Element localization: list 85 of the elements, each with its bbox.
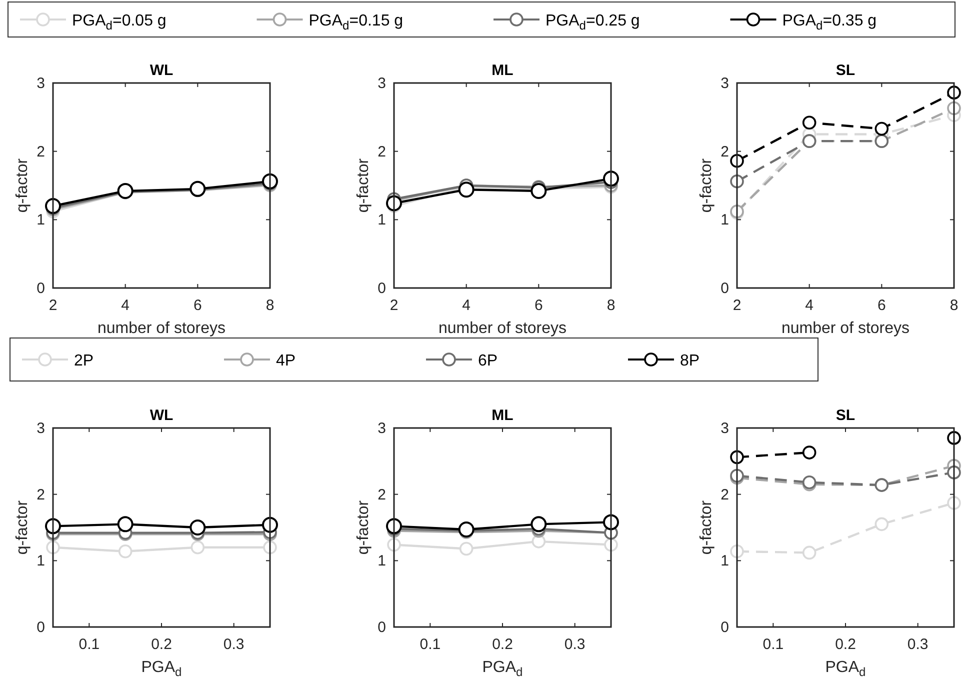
x-tick-label: 8 bbox=[266, 297, 274, 314]
legend-label: PGA$_{d}$=0.15 g bbox=[308, 12, 404, 32]
x-axis-title: PGA$_{d}$ bbox=[482, 659, 523, 679]
x-tick-label: 4 bbox=[462, 297, 471, 314]
y-tick-label: 2 bbox=[36, 143, 45, 160]
x-tick-label: 0.2 bbox=[151, 636, 172, 653]
y-axis-title: q-factor bbox=[698, 500, 715, 555]
y-tick-label: 1 bbox=[720, 552, 729, 570]
y-tick-label: 2 bbox=[720, 143, 729, 160]
chart-title: ML bbox=[492, 62, 514, 79]
x-tick-label: 8 bbox=[606, 297, 616, 314]
x-tick-label: 0.1 bbox=[78, 636, 100, 653]
x-tick-label: 8 bbox=[950, 297, 958, 314]
x-tick-label: 6 bbox=[193, 297, 202, 314]
x-tick-label: 2 bbox=[732, 297, 742, 314]
x-axis-title: number of storeys bbox=[438, 320, 567, 337]
y-tick-label: 0 bbox=[378, 280, 386, 297]
y-tick-label: 2 bbox=[36, 486, 45, 504]
legend-label: 8P bbox=[680, 352, 700, 370]
x-tick-label: 6 bbox=[877, 297, 886, 314]
y-tick-label: 0 bbox=[36, 280, 45, 297]
y-tick-label: 3 bbox=[378, 75, 386, 92]
x-tick-label: 0.3 bbox=[223, 636, 244, 653]
legend-label: PGA$_{d}$=0.35 g bbox=[782, 12, 877, 32]
x-tick-label: 4 bbox=[805, 297, 814, 314]
x-tick-label: 2 bbox=[390, 297, 398, 314]
point bbox=[118, 544, 132, 558]
y-tick-label: 2 bbox=[378, 143, 386, 160]
chart-title: ML bbox=[492, 407, 514, 424]
y-tick-label: 3 bbox=[720, 75, 729, 92]
point bbox=[802, 546, 816, 560]
y-tick-label: 0 bbox=[36, 619, 45, 636]
x-axis-title: PGA$_{d}$ bbox=[141, 659, 182, 679]
y-tick-label: 1 bbox=[36, 212, 45, 229]
legend-label: PGA$_{d}$=0.05 g bbox=[72, 12, 166, 32]
y-axis-title: q-factor bbox=[14, 158, 31, 213]
point bbox=[802, 116, 816, 130]
y-tick-label: 2 bbox=[378, 486, 386, 504]
x-tick-label: 6 bbox=[534, 297, 543, 314]
point bbox=[459, 542, 474, 556]
point bbox=[530, 516, 547, 532]
point bbox=[530, 182, 547, 199]
point bbox=[190, 540, 205, 554]
y-axis-title: q-factor bbox=[14, 500, 31, 555]
x-axis-title: number of storeys bbox=[781, 320, 910, 337]
point bbox=[117, 516, 134, 532]
y-axis-title: q-factor bbox=[698, 158, 715, 213]
legend-label: 2P bbox=[74, 352, 94, 370]
y-tick-label: 0 bbox=[720, 280, 729, 297]
x-tick-label: 0.2 bbox=[835, 636, 856, 653]
x-tick-label: 4 bbox=[121, 297, 130, 314]
y-tick-label: 1 bbox=[378, 212, 386, 229]
x-tick-label: 0.2 bbox=[492, 636, 513, 653]
x-tick-label: 0.3 bbox=[907, 636, 928, 653]
point bbox=[874, 517, 889, 532]
chart-title: SL bbox=[836, 62, 856, 79]
x-tick-label: 0.3 bbox=[564, 636, 586, 653]
point bbox=[802, 446, 816, 460]
y-tick-label: 2 bbox=[720, 486, 729, 504]
chart-title: WL bbox=[150, 62, 174, 79]
point bbox=[874, 122, 889, 136]
chart-title: SL bbox=[836, 407, 856, 424]
legend-label: 6P bbox=[478, 352, 498, 370]
y-axis-title: q-factor bbox=[355, 500, 372, 555]
x-tick-label: 0.1 bbox=[762, 636, 784, 653]
chart-title: WL bbox=[150, 407, 174, 424]
x-axis-title: number of storeys bbox=[97, 320, 226, 337]
y-tick-label: 3 bbox=[36, 420, 45, 437]
x-axis-title: PGA$_{d}$ bbox=[825, 659, 866, 679]
y-tick-label: 3 bbox=[378, 420, 386, 437]
point bbox=[458, 521, 474, 538]
y-tick-label: 3 bbox=[720, 420, 729, 437]
point bbox=[190, 520, 206, 536]
y-tick-label: 1 bbox=[720, 212, 729, 229]
point bbox=[458, 182, 474, 198]
y-tick-label: 1 bbox=[36, 552, 45, 570]
x-tick-label: 2 bbox=[48, 297, 58, 314]
x-tick-label: 0.1 bbox=[420, 636, 441, 653]
y-tick-label: 0 bbox=[378, 619, 386, 636]
y-tick-label: 1 bbox=[378, 552, 386, 570]
legend-label: 4P bbox=[276, 352, 296, 370]
legend-label: PGA$_{d}$=0.25 g bbox=[546, 12, 640, 32]
y-axis-title: q-factor bbox=[355, 158, 372, 213]
y-tick-label: 3 bbox=[36, 75, 45, 92]
y-tick-label: 0 bbox=[720, 619, 729, 636]
